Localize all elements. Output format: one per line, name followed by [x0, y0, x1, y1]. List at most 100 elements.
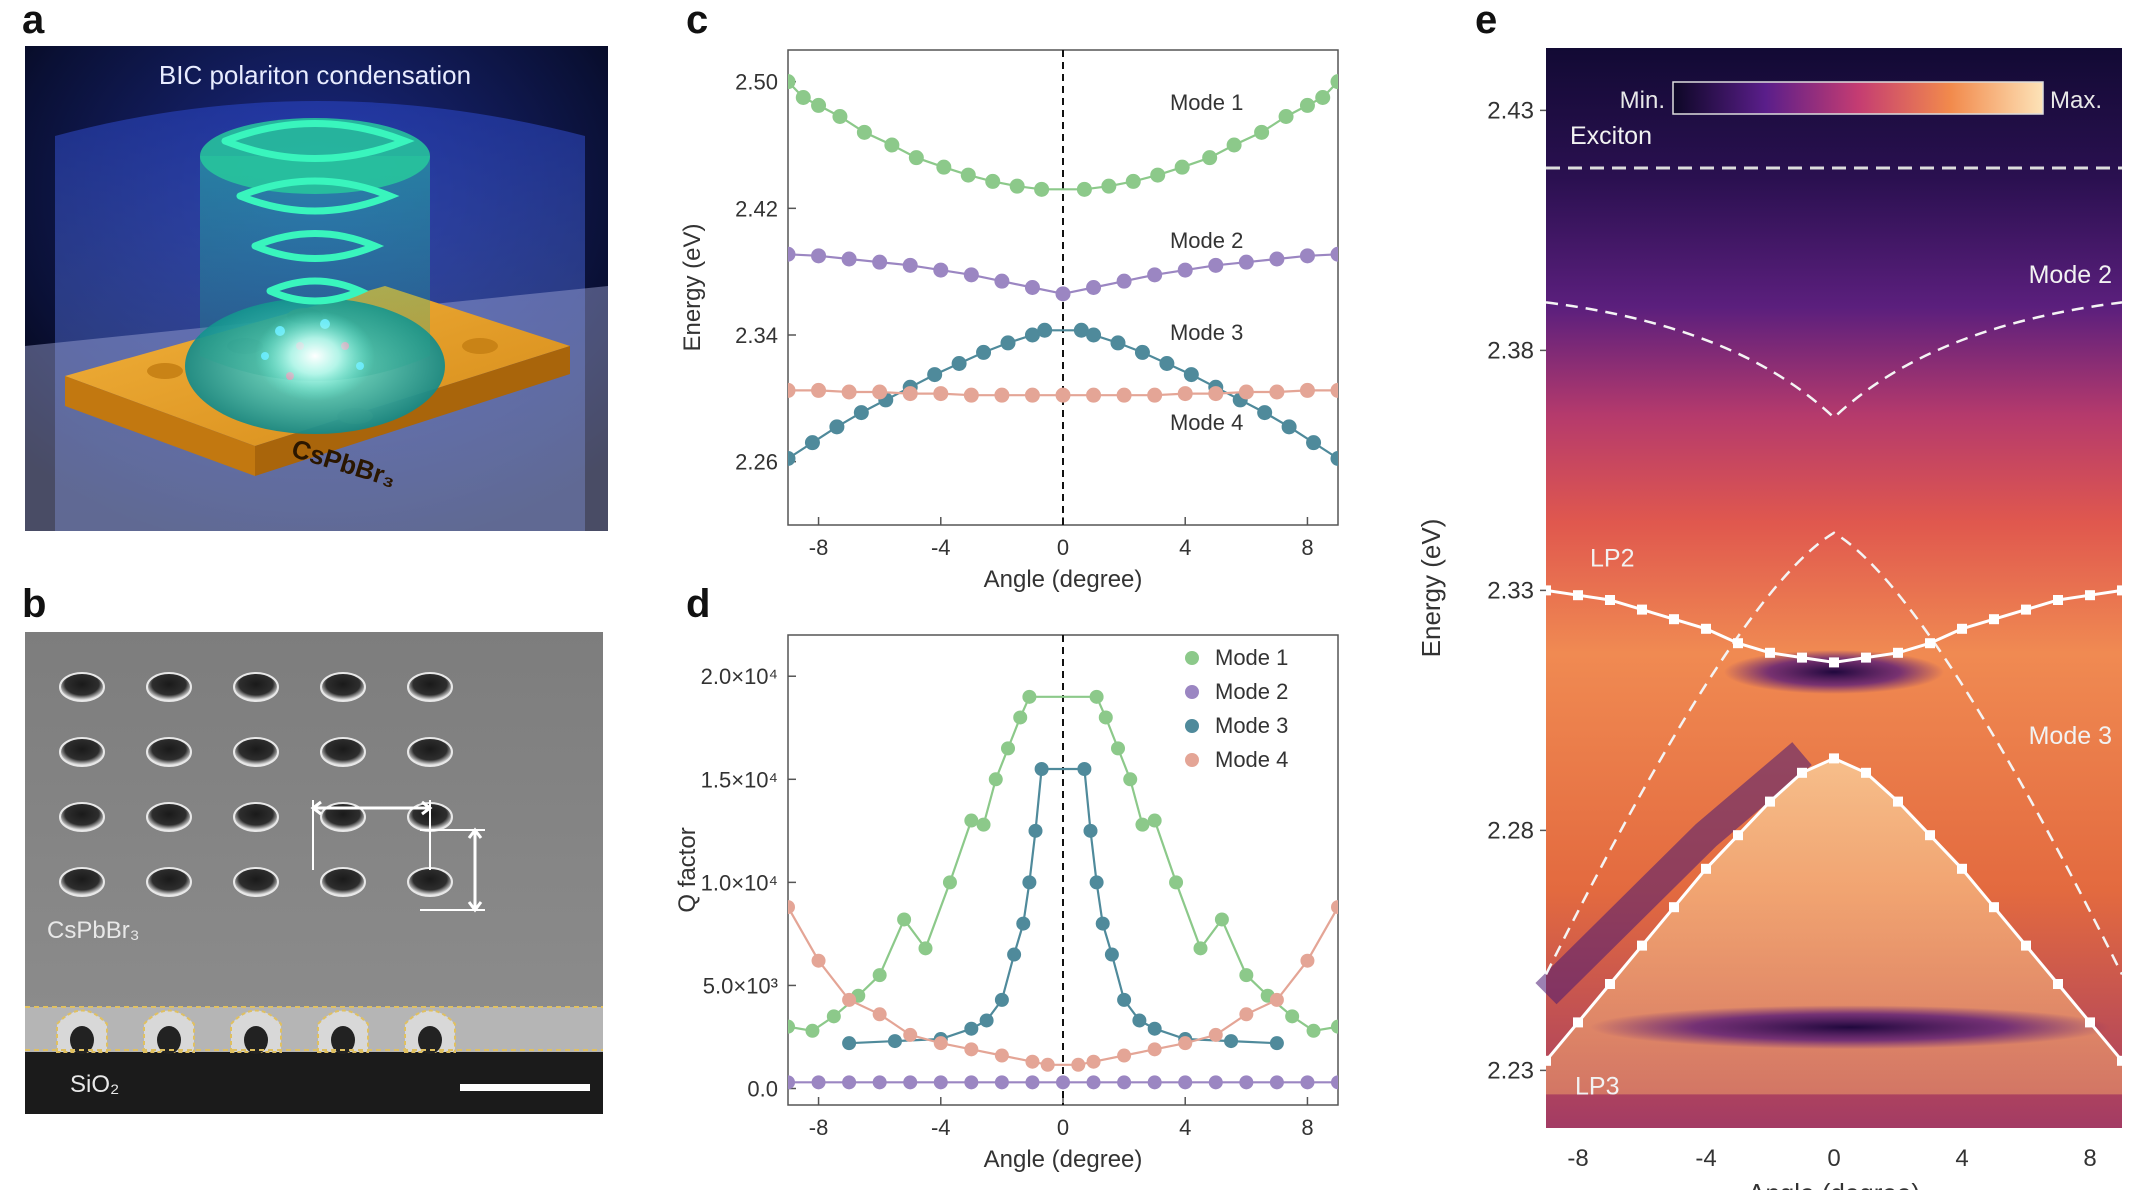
lp-data-point: [1637, 940, 1647, 951]
lp-data-point: [2021, 604, 2031, 615]
sem-hole: [407, 672, 453, 702]
data-point: [1285, 1009, 1300, 1024]
data-point: [1299, 97, 1315, 113]
data-point: [788, 246, 796, 262]
lp-data-point: [1573, 1017, 1583, 1028]
series-fit-line: [788, 695, 1338, 1032]
data-point: [1028, 823, 1043, 838]
x-tick-label: 8: [1301, 1115, 1313, 1140]
y-tick-label: 2.38: [1487, 337, 1534, 364]
data-point: [903, 1075, 918, 1090]
data-point: [1101, 178, 1117, 194]
lp-data-point: [1605, 979, 1615, 989]
data-point: [903, 1027, 918, 1042]
data-point: [872, 1075, 887, 1090]
data-point: [960, 167, 976, 183]
data-point: [1147, 1075, 1162, 1090]
data-point: [811, 248, 827, 264]
panel-a-title: BIC polariton condensation: [159, 60, 471, 90]
data-point: [1077, 761, 1092, 776]
data-point: [1208, 257, 1224, 273]
data-point: [1150, 167, 1166, 183]
data-point: [1269, 992, 1284, 1007]
data-point: [1086, 1075, 1101, 1090]
data-point: [1135, 817, 1150, 832]
heatmap-annotation: Mode 2: [2029, 261, 2112, 289]
lp-data-point: [1861, 652, 1871, 663]
data-point: [964, 1042, 979, 1057]
data-point: [1024, 387, 1040, 403]
data-point: [1239, 1007, 1254, 1022]
data-point: [853, 405, 869, 421]
lp-data-point: [1669, 614, 1679, 625]
data-point: [1147, 1042, 1162, 1057]
data-point: [1083, 823, 1098, 838]
data-point: [1239, 968, 1254, 983]
data-point: [1022, 875, 1037, 890]
lp-data-point: [1989, 902, 1999, 913]
colorbar-min-label: Min.: [1620, 87, 1665, 114]
data-point: [842, 992, 857, 1007]
data-point: [1159, 356, 1175, 371]
y-tick-label: 2.34: [735, 323, 778, 348]
data-point: [1306, 435, 1322, 451]
data-point: [788, 1019, 795, 1034]
data-point: [1117, 1048, 1132, 1063]
data-point: [964, 813, 979, 828]
data-point: [1208, 1027, 1223, 1042]
data-point: [994, 387, 1010, 403]
data-point: [1330, 451, 1338, 466]
lp-data-point: [2117, 585, 2127, 596]
data-point: [1193, 941, 1208, 956]
panel-letter-e: e: [1475, 0, 1498, 42]
lp-data-point: [1669, 902, 1679, 913]
x-tick-label: 0: [1057, 1115, 1069, 1140]
data-point: [1134, 344, 1150, 360]
data-point: [927, 367, 943, 383]
data-point: [788, 1075, 795, 1090]
data-point: [979, 1013, 994, 1028]
panel-c-chart: -8 -4 0 4 8 2.26 2.34 2.42 2.50 Angle (degree) Ene…: [679, 49, 1339, 593]
data-point: [994, 1075, 1009, 1090]
panel-d-chart: -8 -4 0 4 8 0.0 5.0×10³ 1.0×10⁴ 1.5×10⁴ 2.0×10⁴ An…: [674, 634, 1339, 1173]
lp-data-point: [1797, 652, 1807, 663]
lp-data-point: [1925, 830, 1935, 841]
data-point: [1269, 384, 1285, 400]
sem-hole: [59, 802, 105, 832]
legend-label: Mode 2: [1215, 679, 1288, 704]
mode-annotation: Mode 1: [1170, 90, 1243, 115]
panel-letter-a: a: [22, 0, 45, 42]
data-point: [936, 159, 952, 175]
lp-data-point: [2117, 1055, 2127, 1066]
lp-data-point: [1957, 623, 1967, 634]
x-tick-label: 0: [1827, 1145, 1840, 1172]
data-point: [1177, 262, 1193, 278]
y-tick-label: 0.0: [747, 1077, 778, 1102]
x-tick-label: 8: [1301, 535, 1313, 560]
data-point: [1071, 1057, 1086, 1072]
data-point: [1300, 1075, 1315, 1090]
data-point: [1117, 992, 1132, 1007]
data-point: [1089, 689, 1104, 704]
x-tick-label: -4: [931, 1115, 951, 1140]
data-point: [1330, 382, 1338, 398]
data-point: [1269, 1036, 1284, 1051]
sem-hole: [407, 737, 453, 767]
y-tick-label: 2.23: [1487, 1057, 1534, 1084]
data-point: [1300, 953, 1315, 968]
data-point: [887, 1034, 902, 1049]
data-point: [1238, 384, 1254, 400]
x-axis-label: Angle (degree): [984, 1146, 1143, 1173]
lp-data-point: [1861, 767, 1871, 778]
y-tick-label: 2.26: [735, 450, 778, 475]
data-point: [933, 1036, 948, 1051]
sem-hole: [320, 802, 366, 832]
lp-data-point: [1733, 830, 1743, 841]
panel-letter-c: c: [686, 0, 709, 42]
y-tick-label: 2.43: [1487, 97, 1534, 124]
lp-data-point: [1893, 796, 1903, 807]
data-point: [841, 251, 857, 267]
data-point: [1125, 173, 1141, 189]
data-point: [1147, 267, 1163, 283]
colorbar: [1672, 81, 2044, 115]
